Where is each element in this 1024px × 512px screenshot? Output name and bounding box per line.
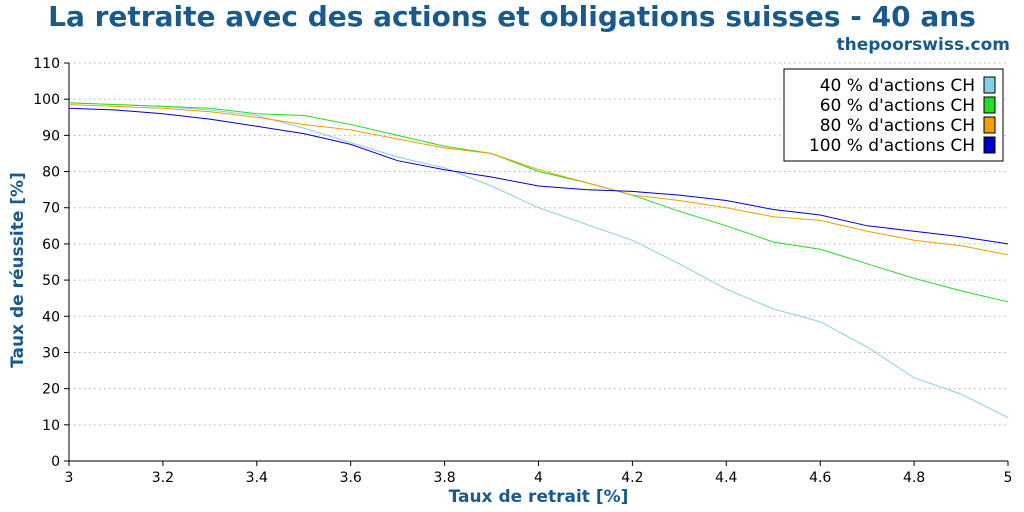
legend-swatch: [983, 96, 996, 114]
y-tick-label: 20: [42, 382, 60, 398]
series-lines: [68, 102, 1009, 419]
y-tick-label: 30: [42, 345, 60, 361]
legend-swatch: [983, 136, 996, 154]
tick-labels: 0 10 20 30 40 50 60 70 80 90 100 110 3 3.2 3.4 3.6 3.8 4 4…: [33, 56, 1012, 486]
y-tick-label: 40: [42, 309, 60, 325]
x-tick-label: 4: [534, 470, 543, 486]
legend-label: 100 % d'actions CH: [809, 136, 975, 156]
y-tick-label: 60: [42, 237, 60, 253]
x-tick-label: 3.2: [152, 470, 174, 486]
x-tick-label: 4.4: [715, 470, 737, 486]
series-line-2: [68, 104, 1009, 256]
x-tick-label: 4.8: [903, 470, 925, 486]
x-tick-label: 3.4: [246, 470, 268, 486]
legend-label: 40 % d'actions CH: [820, 76, 975, 96]
legend-swatch: [983, 116, 996, 134]
axes: [64, 62, 1009, 466]
x-tick-label: 5: [1004, 470, 1013, 486]
series-line-1: [68, 102, 1009, 303]
legend-label: 60 % d'actions CH: [820, 96, 975, 116]
y-tick-label: 50: [42, 273, 60, 289]
legend-label: 80 % d'actions CH: [820, 116, 975, 136]
chart-title: La retraite avec des actions et obligati…: [48, 0, 976, 33]
series-line-0: [68, 102, 1009, 419]
legend-box: [783, 68, 1004, 162]
gridlines: [69, 62, 1008, 426]
legend-swatch: [983, 76, 996, 94]
series-line-3: [68, 107, 1009, 245]
y-tick-label: 10: [42, 418, 60, 434]
x-tick-label: 3.6: [340, 470, 362, 486]
y-tick-label: 80: [42, 165, 60, 181]
y-tick-label: 0: [51, 454, 60, 470]
x-axis-label: Taux de retrait [%]: [449, 487, 629, 507]
y-tick-label: 90: [42, 128, 60, 144]
y-tick-label: 110: [33, 56, 60, 72]
x-tick-label: 4.2: [621, 470, 643, 486]
y-tick-label: 70: [42, 201, 60, 217]
y-axis-label: Taux de réussite [%]: [8, 172, 28, 368]
x-tick-label: 4.6: [809, 470, 831, 486]
x-tick-label: 3.8: [433, 470, 455, 486]
site-name: thepoorswiss.com: [836, 35, 1011, 55]
x-tick-label: 3: [65, 470, 74, 486]
y-tick-label: 100: [33, 92, 60, 108]
